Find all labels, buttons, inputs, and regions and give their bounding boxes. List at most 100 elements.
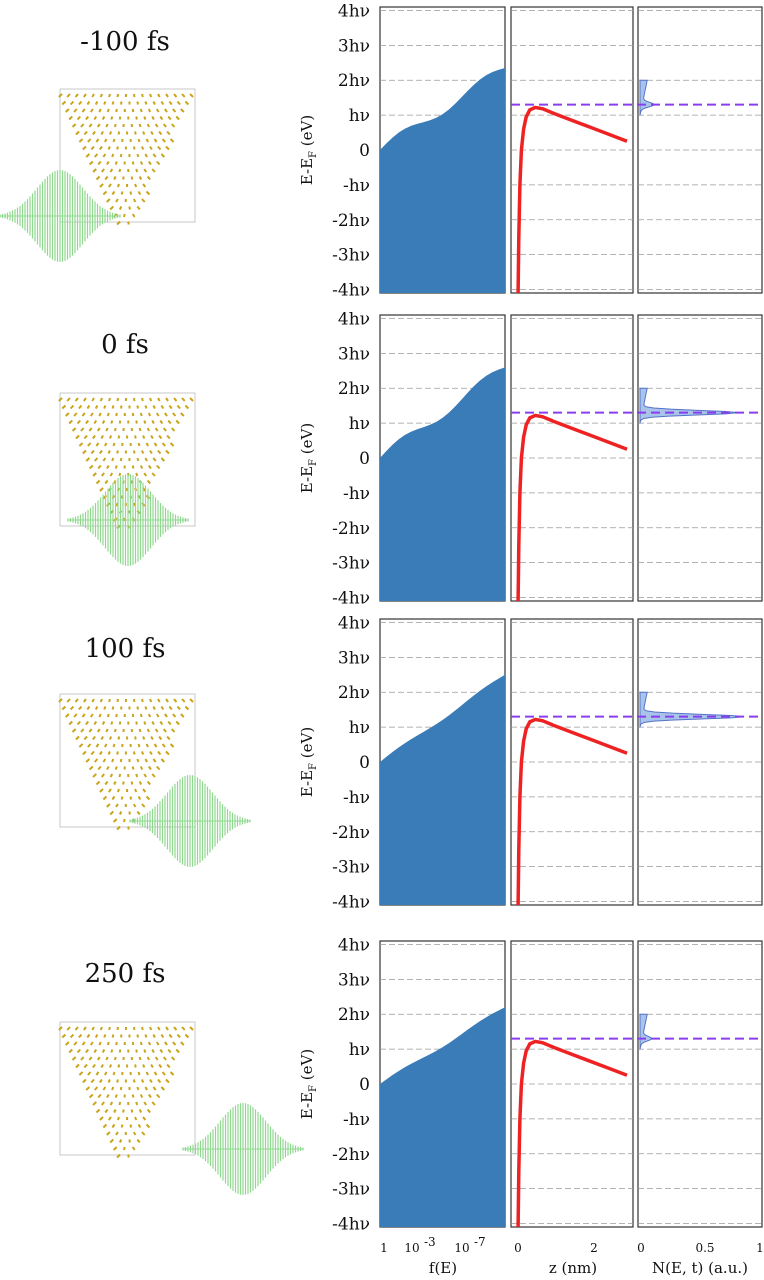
tip-arrow-mark (162, 427, 167, 432)
x-tick-label: -3 (424, 1235, 436, 1249)
tip-arrow-mark (158, 434, 163, 440)
tip-arrow-mark (159, 1048, 164, 1054)
tip-arrow-mark (150, 130, 154, 136)
tip-arrow-mark (106, 1041, 110, 1046)
tip-arrow-mark (153, 1071, 158, 1076)
tip-arrow-mark (94, 1086, 99, 1091)
barrier-curve (516, 1039, 628, 1228)
tip-arrow-mark (120, 191, 124, 195)
tip-arrow-mark (76, 1048, 81, 1054)
tip-arrow-mark (93, 720, 98, 726)
tip-arrow-mark (97, 464, 102, 470)
tip-arrow-mark (131, 1094, 135, 1098)
y-tick-label: -3hν (332, 554, 370, 574)
tip-arrow-mark (73, 108, 78, 113)
tip-arrow-mark (146, 479, 151, 485)
y-tick-label: -hν (343, 788, 370, 808)
tip-arrow-mark (137, 442, 141, 447)
y-tick-label: 4hν (338, 1, 370, 21)
tip-arrow-mark (129, 191, 133, 195)
y-axis-label: E-EF (eV) (298, 423, 319, 493)
tip-arrow-mark (106, 803, 111, 808)
tip-arrow-mark (106, 1131, 111, 1136)
tip-arrow-mark (99, 750, 103, 756)
tip-arrow-mark (162, 1056, 167, 1061)
tip-arrow-mark (69, 705, 75, 711)
tip-arrow-mark (107, 1079, 111, 1083)
tip-arrow-mark (184, 404, 190, 410)
tip-arrow-mark (86, 705, 91, 711)
tip-arrow-mark (136, 1138, 141, 1144)
y-tick-label: hν (349, 718, 370, 738)
tip-arrow-mark (71, 728, 77, 733)
tip-arrow-mark (141, 450, 145, 454)
tip-arrow-mark (138, 1109, 143, 1113)
tip-arrow-mark (139, 465, 144, 469)
x-tick-label: 10 (404, 1241, 419, 1255)
tip-arrow-mark (85, 720, 90, 726)
tip-arrow-mark (104, 138, 108, 143)
tip-arrow-mark (73, 713, 78, 718)
tip-arrow-mark (168, 1033, 173, 1039)
tip-arrow-mark (147, 412, 152, 417)
tip-arrow-mark (189, 93, 194, 98)
tip-arrow-mark (166, 1063, 171, 1069)
tip-arrow-mark (141, 1079, 145, 1083)
tip-arrow-mark (106, 412, 110, 417)
tip-arrow-mark (94, 758, 99, 763)
tip-arrow-mark (116, 751, 119, 755)
tip-arrow-mark (154, 1056, 159, 1061)
tip-arrow-mark (71, 123, 77, 128)
tip-arrow-mark (143, 472, 147, 477)
tip-arrow-mark (173, 93, 178, 98)
tip-arrow-mark (162, 728, 167, 733)
tip-arrow-mark (128, 811, 131, 815)
tip-arrow-mark (118, 773, 122, 778)
tip-arrow-mark (82, 145, 87, 151)
tip-arrow-mark (66, 93, 71, 98)
tip-arrow-mark (93, 1048, 98, 1054)
tip-arrow-mark (180, 713, 185, 718)
tip-arrow-mark (68, 1048, 73, 1054)
tip-arrow-mark (141, 146, 145, 150)
tip-arrow-mark (131, 1146, 136, 1151)
tip-arrow-mark (134, 1116, 138, 1121)
tip-arrow-mark (112, 818, 118, 823)
tip-arrow-mark (156, 1093, 161, 1099)
tip-arrow-mark (118, 168, 122, 173)
tip-arrow-mark (73, 412, 78, 417)
time-label: 0 fs (101, 330, 149, 360)
tip-arrow-mark (69, 404, 75, 410)
tip-arrow-mark (86, 1033, 91, 1039)
tip-arrow-mark (153, 138, 158, 143)
tip-arrow-mark (139, 713, 143, 718)
tip-arrow-mark (103, 101, 107, 105)
tip-arrow-mark (113, 176, 117, 180)
tip-arrow-mark (118, 1139, 123, 1143)
tip-arrow-mark (169, 442, 175, 447)
y-tick-label: 2hν (338, 379, 370, 399)
tip-arrow-mark (141, 751, 145, 755)
tip-arrow-mark (102, 1086, 107, 1091)
tip-arrow-mark (147, 765, 152, 771)
tip-arrow-mark (91, 698, 95, 703)
tip-arrow-mark (116, 1153, 121, 1159)
tip-arrow-mark (141, 1026, 144, 1031)
x-tick-label: 10 (454, 1241, 469, 1255)
tip-arrow-mark (165, 698, 169, 703)
tip-arrow-mark (141, 198, 146, 203)
tip-arrow-mark (147, 464, 152, 470)
tip-arrow-mark (85, 419, 90, 425)
tip-arrow-mark (91, 93, 95, 98)
tip-arrow-mark (142, 1064, 146, 1068)
tip-arrow-mark (113, 728, 117, 733)
x-tick-label: 0.5 (695, 1241, 714, 1255)
tip-arrow-mark (117, 736, 121, 740)
tip-arrow-mark (111, 101, 115, 105)
tip-arrow-mark (80, 728, 85, 733)
tip-arrow-mark (82, 1078, 87, 1084)
tip-arrow-mark (110, 420, 114, 424)
tip-arrow-mark (135, 472, 139, 477)
tip-arrow-mark (83, 434, 88, 440)
tip-arrow-mark (109, 1101, 114, 1106)
